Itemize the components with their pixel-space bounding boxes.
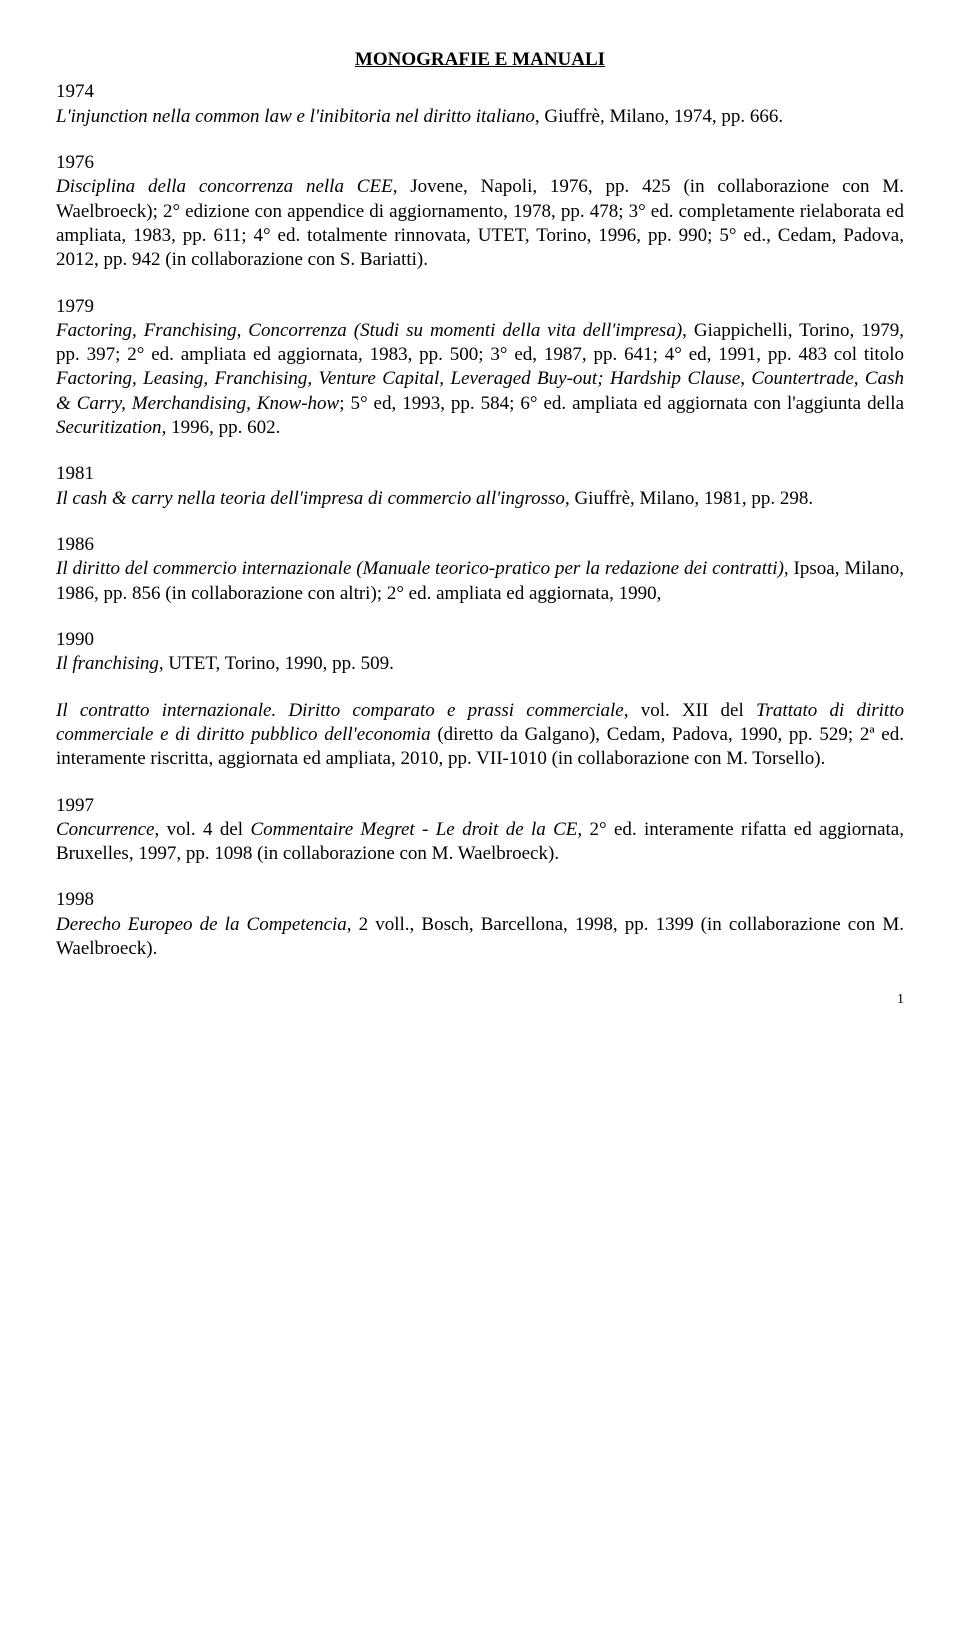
bibliography-entry: 1976Disciplina della concorrenza nella C… [56,151,904,273]
bibliography-entry: 1981Il cash & carry nella teoria dell'im… [56,462,904,511]
entry-text: Il contratto internazionale. Diritto com… [56,700,904,770]
page-number: 1 [56,991,904,1009]
entry-year: 1990 [56,628,904,652]
bibliography-entry: 1990Il franchising, UTET, Torino, 1990, … [56,628,904,677]
entry-text: Derecho Europeo de la Competencia, 2 vol… [56,914,904,959]
bibliography-entry: 1998Derecho Europeo de la Competencia, 2… [56,888,904,961]
entry-year: 1979 [56,295,904,319]
entry-text: Il franchising, UTET, Torino, 1990, pp. … [56,653,394,674]
entry-year: 1997 [56,794,904,818]
entry-year: 1998 [56,888,904,912]
entry-text: Factoring, Franchising, Concorrenza (Stu… [56,320,904,438]
page-title: MONOGRAFIE E MANUALI [56,48,904,72]
bibliography-entry: 1974L'injunction nella common law e l'in… [56,80,904,129]
entry-text: Disciplina della concorrenza nella CEE, … [56,176,904,270]
bibliography-entry: 1986Il diritto del commercio internazion… [56,533,904,606]
entry-text: Il cash & carry nella teoria dell'impres… [56,488,813,509]
bibliography-entry: 1979Factoring, Franchising, Concorrenza … [56,295,904,441]
entry-text: Concurrence, vol. 4 del Commentaire Megr… [56,819,904,864]
entries-list: 1974L'injunction nella common law e l'in… [56,80,904,961]
entry-year: 1974 [56,80,904,104]
entry-year: 1986 [56,533,904,557]
bibliography-entry: Il contratto internazionale. Diritto com… [56,699,904,772]
entry-year: 1981 [56,462,904,486]
entry-text: L'injunction nella common law e l'inibit… [56,106,783,127]
entry-text: Il diritto del commercio internazionale … [56,558,904,603]
bibliography-entry: 1997Concurrence, vol. 4 del Commentaire … [56,794,904,867]
entry-year: 1976 [56,151,904,175]
